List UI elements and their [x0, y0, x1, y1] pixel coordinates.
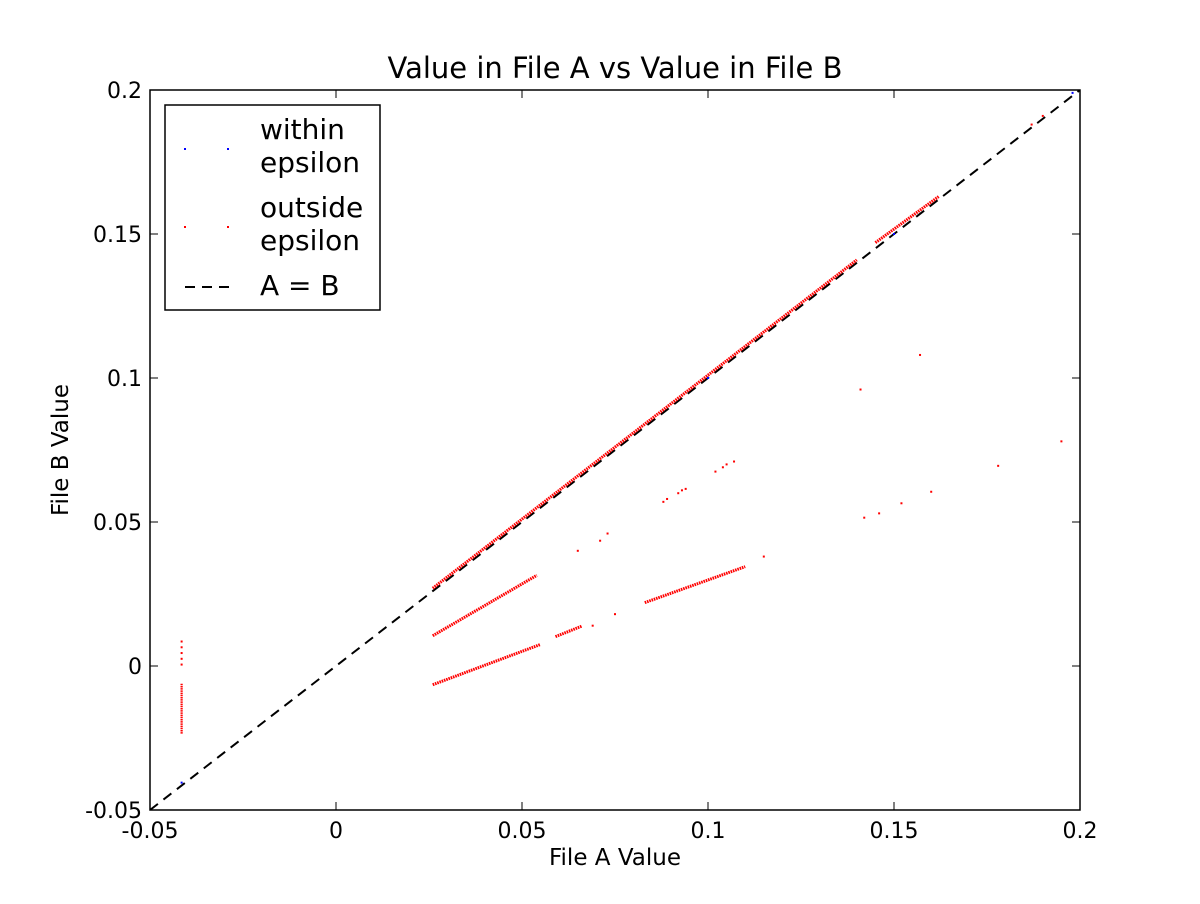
outside-epsilon-point — [180, 663, 183, 666]
outside-epsilon-point — [599, 539, 602, 542]
y-tick-label: 0 — [128, 655, 142, 680]
outside-epsilon-point — [180, 646, 183, 649]
outside-epsilon-point — [997, 464, 1000, 467]
chart-title: Value in File A vs Value in File B — [388, 51, 843, 85]
outside-epsilon-point — [733, 460, 736, 463]
outside-epsilon-point — [1041, 114, 1044, 117]
y-axis-label: File B Value — [48, 384, 74, 516]
legend-marker-point — [227, 226, 229, 228]
within-epsilon-point — [180, 781, 183, 784]
legend-marker-point — [184, 226, 186, 228]
legend-marker-point — [227, 148, 229, 150]
x-tick-label: -0.05 — [122, 819, 179, 844]
x-tick-label: 0.05 — [498, 819, 547, 844]
x-tick-label: 0.1 — [691, 819, 726, 844]
outside-epsilon-point — [714, 470, 717, 473]
y-tick-label: 0.15 — [93, 223, 142, 248]
outside-epsilon-point — [180, 652, 183, 655]
outside-epsilon-point — [666, 497, 669, 500]
outside-epsilon-point — [1060, 440, 1063, 443]
outside-epsilon-point — [180, 657, 183, 660]
plot-area: -0.05 0 0.05 0.1 0.15 0.2 -0.05 0 0.05 0.1 0.15 0.2 — [85, 79, 1097, 844]
plot-frame — [149, 89, 1081, 811]
outside-epsilon-point — [180, 640, 183, 643]
y-tick-label: 0.2 — [107, 79, 142, 104]
x-tick-label: 0.15 — [870, 819, 919, 844]
outside-epsilon-band-1 — [431, 258, 858, 590]
within-epsilon-point — [893, 233, 895, 235]
identity-line — [150, 90, 1080, 810]
outside-epsilon-point — [677, 492, 680, 495]
legend-label: epsilon — [260, 146, 360, 179]
outside-epsilon-band-2 — [874, 195, 940, 244]
outside-epsilon-point — [662, 500, 665, 503]
legend-frame — [164, 104, 381, 311]
outside-epsilon-point — [680, 489, 683, 492]
x-tick-label: 0.2 — [1063, 819, 1098, 844]
y-tick-label: 0.05 — [93, 511, 142, 536]
outside-epsilon-point — [863, 516, 866, 519]
outside-epsilon-point — [591, 624, 594, 627]
outside-epsilon-point — [878, 512, 881, 515]
within-epsilon-point — [707, 377, 709, 379]
outside-epsilon-point — [919, 353, 922, 356]
legend-label: A = B — [260, 269, 340, 302]
outside-epsilon-point — [930, 490, 933, 493]
outside-epsilon-point — [684, 487, 687, 490]
y-tick-label: -0.05 — [85, 799, 142, 824]
legend-label: within — [260, 113, 345, 146]
outside-epsilon-point — [606, 532, 609, 535]
outside-epsilon-band-6 — [644, 565, 746, 605]
outside-epsilon-point — [762, 555, 765, 558]
within-epsilon-point — [1071, 91, 1074, 94]
outside-epsilon-band-3 — [431, 573, 538, 638]
outside-epsilon-point — [1030, 123, 1033, 126]
x-tick-label: 0 — [329, 819, 343, 844]
legend-entry: A = B — [185, 269, 340, 302]
legend-label: outside — [260, 191, 363, 224]
y-tick-label: 0.1 — [107, 367, 142, 392]
outside-epsilon-point — [725, 463, 728, 466]
outside-epsilon-point — [576, 549, 579, 552]
data-layer — [150, 90, 1080, 810]
legend-label: epsilon — [260, 224, 360, 257]
legend-marker-point — [184, 148, 186, 150]
x-axis-label: File A Value — [549, 845, 681, 871]
outside-epsilon-point — [721, 466, 724, 469]
outside-epsilon-point — [859, 388, 862, 391]
outside-epsilon-point — [614, 613, 616, 616]
outside-epsilon-point — [900, 502, 903, 505]
